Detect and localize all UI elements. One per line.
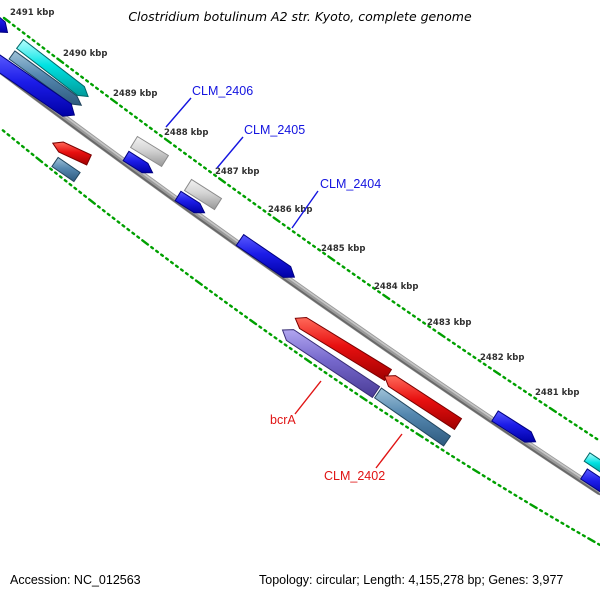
gene-arrow-clm-2404[interactable] (235, 233, 296, 278)
gene-arrow[interactable] (0, 11, 9, 34)
gene-arrow[interactable] (174, 190, 206, 214)
ruler-layer (0, 16, 600, 547)
gene-callout-line-bcra (294, 380, 322, 415)
status-accession: Accession: NC_012563 (10, 573, 141, 587)
status-genome-summary: Topology: circular; Length: 4,155,278 bp… (259, 573, 564, 587)
gene-arrow[interactable] (580, 468, 600, 496)
tick-label-2484: 2484 kbp (374, 282, 418, 292)
tick-label-2491: 2491 kbp (10, 8, 54, 18)
gene-arrow-clm-2405[interactable] (183, 178, 223, 211)
tick-label-2485: 2485 kbp (321, 244, 365, 254)
gene-label-clm-2402[interactable]: CLM_2402 (324, 469, 385, 483)
gene-arrow-bcra[interactable] (281, 329, 381, 399)
page-title: Clostridium botulinum A2 str. Kyoto, com… (128, 9, 472, 24)
ruler-arc-lower (0, 126, 600, 547)
gene-arrow[interactable] (122, 150, 154, 174)
gene-arrow-clm-2402[interactable] (373, 387, 452, 447)
gene-arrow[interactable] (51, 156, 81, 183)
gene-label-clm-2406[interactable]: CLM_2406 (192, 84, 253, 98)
gene-arrow[interactable] (51, 141, 92, 166)
tick-label-2490: 2490 kbp (63, 49, 107, 59)
gene-arrow[interactable] (0, 54, 76, 117)
gene-callout-line-clm-2406 (165, 97, 192, 128)
label-layer: 2491 kbp 2490 kbp 2489 kbp 2488 kbp 2487 kbp… (10, 8, 579, 483)
tick-label-2486: 2486 kbp (268, 205, 312, 215)
tick-label-2488: 2488 kbp (164, 128, 208, 138)
tick-label-2481: 2481 kbp (535, 388, 579, 398)
gene-arrow-layer (0, 11, 600, 496)
gene-callout-line-clm-2405 (216, 136, 244, 169)
gene-arrow[interactable] (294, 316, 393, 382)
ruler-arc-upper (2, 16, 600, 443)
tick-label-2482: 2482 kbp (480, 353, 524, 363)
gene-arrow[interactable] (583, 452, 600, 475)
status-bar: Accession: NC_012563 Topology: circular;… (0, 570, 600, 592)
gene-arrow[interactable] (383, 375, 463, 431)
tick-label-2489: 2489 kbp (113, 89, 157, 99)
tick-label-2487: 2487 kbp (215, 167, 259, 177)
gene-label-bcra[interactable]: bcrA (270, 413, 296, 427)
gene-arrow[interactable] (491, 410, 537, 443)
gene-label-clm-2405[interactable]: CLM_2405 (244, 123, 305, 137)
tick-label-2483: 2483 kbp (427, 318, 471, 328)
gene-callout-line-clm-2402 (375, 433, 403, 469)
gene-callout-line-clm-2404 (291, 190, 319, 229)
gene-label-clm-2404[interactable]: CLM_2404 (320, 177, 381, 191)
gene-arrow-clm-2406[interactable] (129, 135, 170, 168)
backbone-shadow (0, 71, 600, 496)
gene-arrow[interactable] (15, 38, 89, 98)
